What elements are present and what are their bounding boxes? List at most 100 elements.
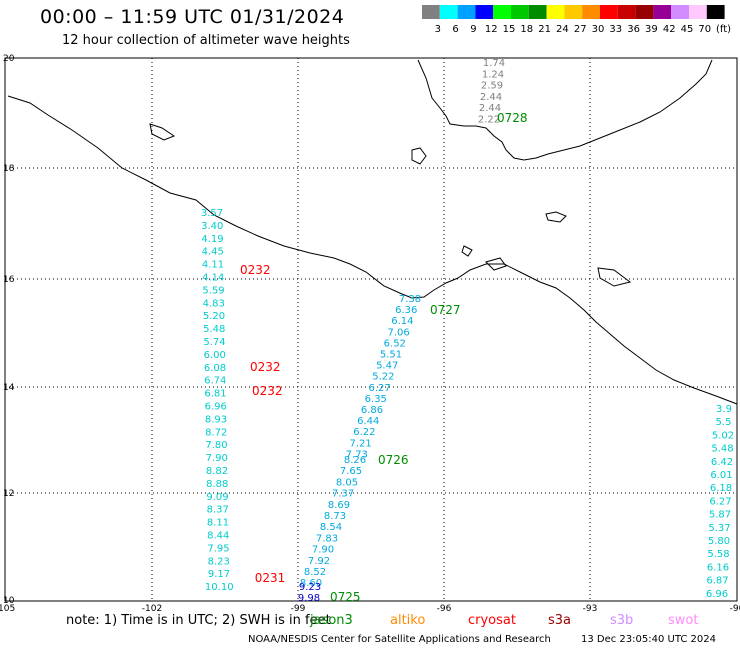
wave-height-value: 7.73 <box>346 449 368 460</box>
scale-swatch <box>511 5 529 19</box>
wave-height-value: 6.01 <box>710 470 732 481</box>
wave-height-value: 5.48 <box>711 444 733 455</box>
coastline-gulf <box>417 59 713 161</box>
wave-height-value: 4.19 <box>201 234 223 245</box>
island-1 <box>411 147 427 165</box>
track: 0231 <box>255 571 286 585</box>
wave-height-value: 6.16 <box>707 562 729 573</box>
scale-tick-label: 27 <box>574 24 587 35</box>
wave-height-value: 5.47 <box>376 361 398 372</box>
footer-credit: NOAA/NESDIS Center for Satellite Applica… <box>248 634 551 645</box>
wave-height-value: 5.20 <box>203 311 225 322</box>
pass-time-label: 0727 <box>430 303 461 317</box>
satellite-legend-item: altiko <box>390 613 426 628</box>
satellite-legend-item: cryosat <box>468 613 516 628</box>
scale-tick-label: 24 <box>556 24 569 35</box>
wave-height-value: 0231 <box>255 571 286 585</box>
wave-height-color-scale: 3 6 9 12 15 18 21 24 27 30 33 36 39 42 45 70 (ft) <box>422 5 731 35</box>
wave-height-value: 2.22 <box>478 115 500 126</box>
scale-tick-label: 36 <box>627 24 640 35</box>
lon-label: -102 <box>142 604 162 614</box>
island-5 <box>149 123 176 141</box>
wave-height-value: 8.52 <box>304 567 326 578</box>
track: 7.386.366.147.066.525.515.475.226.276.35… <box>346 294 461 460</box>
wave-height-value: 6.14 <box>391 316 413 327</box>
scale-swatch <box>457 5 476 19</box>
wave-height-value: 6.00 <box>204 350 226 361</box>
wave-height-value: 7.80 <box>205 440 227 451</box>
scale-swatch <box>528 5 547 19</box>
wave-height-value: 8.11 <box>207 518 229 529</box>
wave-height-value: 8.72 <box>205 427 227 438</box>
wave-height-value: 8.73 <box>324 511 346 522</box>
latitude-labels: 20 18 16 14 12 10 <box>3 54 15 606</box>
pass-time-label: 0232 <box>250 360 281 374</box>
scale-tick-label: 45 <box>681 24 694 35</box>
wave-height-value: 6.86 <box>361 405 383 416</box>
scale-swatch <box>422 5 440 19</box>
lat-label: 10 <box>3 596 15 606</box>
wave-height-value: 6.18 <box>710 483 732 494</box>
scale-swatch <box>635 5 654 19</box>
wave-height-value: 7.95 <box>207 543 229 554</box>
coastline <box>7 95 738 405</box>
wave-height-value: 1.74 <box>483 58 505 69</box>
wave-height-value: 1.24 <box>482 69 504 80</box>
scale-swatch <box>546 5 565 19</box>
wave-height-value: 7.06 <box>387 327 409 338</box>
wave-height-value: 5.58 <box>707 549 729 560</box>
scale-swatch <box>600 5 618 19</box>
wave-height-value: 6.22 <box>353 427 375 438</box>
footer-note: note: 1) Time is in UTC; 2) SWH is in fe… <box>66 613 331 628</box>
wave-height-value: 8.82 <box>206 466 228 477</box>
wave-height-value: 6.27 <box>368 383 390 394</box>
wave-height-value: 8.05 <box>336 477 358 488</box>
wave-height-value: 9.98 <box>298 593 320 604</box>
island-6 <box>461 245 473 257</box>
wave-height-value: 3.9 <box>716 404 732 415</box>
wave-height-value: 8.60 <box>300 578 322 589</box>
longitude-labels: -105 -102 -99 -96 -93 -90 <box>0 604 740 614</box>
lat-label: 16 <box>3 275 15 285</box>
scale-tick-label: 42 <box>663 24 676 35</box>
lon-label: -96 <box>437 604 452 614</box>
wave-height-value: 9.17 <box>208 569 230 580</box>
track: 8.267.658.057.378.698.738.547.837.907.92… <box>300 453 409 589</box>
scale-tick-label: 15 <box>503 24 516 35</box>
wave-height-value: 2.59 <box>481 81 503 92</box>
wave-height-value: 5.59 <box>202 285 224 296</box>
wave-height-value: 7.83 <box>316 533 338 544</box>
scale-tick-label: 30 <box>592 24 605 35</box>
page-subtitle: 12 hour collection of altimeter wave hei… <box>62 33 350 48</box>
scale-tick-label: 6 <box>452 24 458 35</box>
wave-height-value: 4.14 <box>202 273 224 284</box>
lon-label: -99 <box>291 604 306 614</box>
wave-height-value: 5.22 <box>372 372 394 383</box>
satellite-legend-item: s3b <box>610 613 634 628</box>
pass-time-label: 0725 <box>330 590 361 604</box>
wave-height-value: 9.23 <box>299 582 321 593</box>
scale-swatch <box>671 5 689 19</box>
pass-time-label: 0232 <box>252 384 283 398</box>
wave-height-value: 8.69 <box>328 500 350 511</box>
wave-height-value: 7.92 <box>308 556 330 567</box>
wave-height-value: 6.74 <box>204 376 226 387</box>
lon-label: -93 <box>583 604 598 614</box>
wave-height-value: 9.09 <box>206 492 228 503</box>
wave-height-value: 8.88 <box>206 479 228 490</box>
scale-tick-label: 18 <box>520 24 533 35</box>
scale-swatch <box>439 5 458 19</box>
wave-height-value: 6.87 <box>706 576 728 587</box>
scale-tick-label: 39 <box>645 24 658 35</box>
wave-height-value: 6.35 <box>365 394 387 405</box>
scale-tick-label: 33 <box>609 24 622 35</box>
island-3 <box>485 257 507 271</box>
wave-height-value: 3.40 <box>201 221 223 232</box>
satellite-legend-item: jason3 <box>310 613 353 628</box>
pass-time-label: 0728 <box>497 111 528 125</box>
scale-swatch <box>475 5 494 19</box>
wave-height-value: 8.37 <box>207 505 229 516</box>
wave-height-value: 6.96 <box>706 589 728 600</box>
